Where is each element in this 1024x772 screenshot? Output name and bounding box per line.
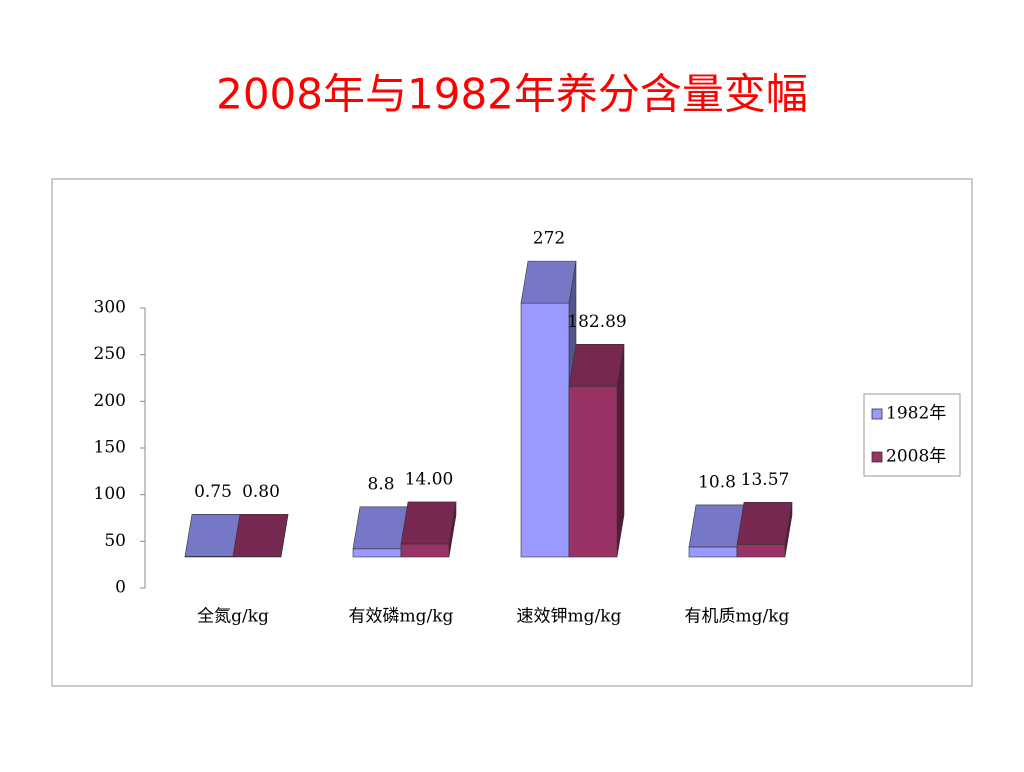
bar-top — [352, 506, 409, 550]
bar — [520, 302, 570, 558]
legend-swatch — [871, 408, 883, 420]
bar — [736, 544, 786, 558]
y-tick-label: 50 — [104, 531, 126, 551]
legend-label: 1982年 — [886, 404, 946, 424]
x-tick-label: 有效磷mg/kg — [349, 607, 454, 627]
x-tick-label: 全氮g/kg — [197, 607, 269, 627]
data-label: 8.8 — [367, 474, 394, 494]
legend-label: 2008年 — [886, 447, 946, 467]
y-tick-label: 0 — [115, 578, 126, 598]
bar-top — [688, 504, 745, 548]
data-label: 0.80 — [242, 482, 280, 502]
y-tick-label: 200 — [94, 391, 126, 411]
data-label: 10.8 — [698, 472, 736, 492]
x-tick-label: 有机质mg/kg — [685, 607, 790, 627]
y-tick-label: 150 — [94, 438, 126, 458]
x-tick-label: 速效钾mg/kg — [517, 607, 622, 627]
bar-top — [520, 260, 577, 304]
bar — [568, 386, 618, 558]
legend-swatch — [871, 451, 883, 463]
bar — [688, 546, 738, 558]
data-label: 14.00 — [405, 469, 454, 489]
data-label: 0.75 — [194, 482, 232, 502]
y-tick-label: 300 — [94, 298, 126, 318]
y-tick-label: 250 — [94, 344, 126, 364]
chart-title: 2008年与1982年养分含量变幅 — [216, 70, 808, 119]
y-tick-label: 100 — [94, 484, 126, 504]
chart-frame — [51, 178, 973, 687]
data-label: 272 — [533, 229, 565, 249]
bar — [400, 543, 450, 558]
bar — [352, 548, 402, 558]
bar-top — [232, 513, 289, 557]
bar-top — [568, 344, 625, 387]
data-label: 182.89 — [567, 312, 626, 332]
bar-top — [400, 501, 457, 545]
bar-top — [184, 513, 241, 557]
bar-top — [736, 502, 793, 545]
data-label: 13.57 — [741, 470, 790, 490]
